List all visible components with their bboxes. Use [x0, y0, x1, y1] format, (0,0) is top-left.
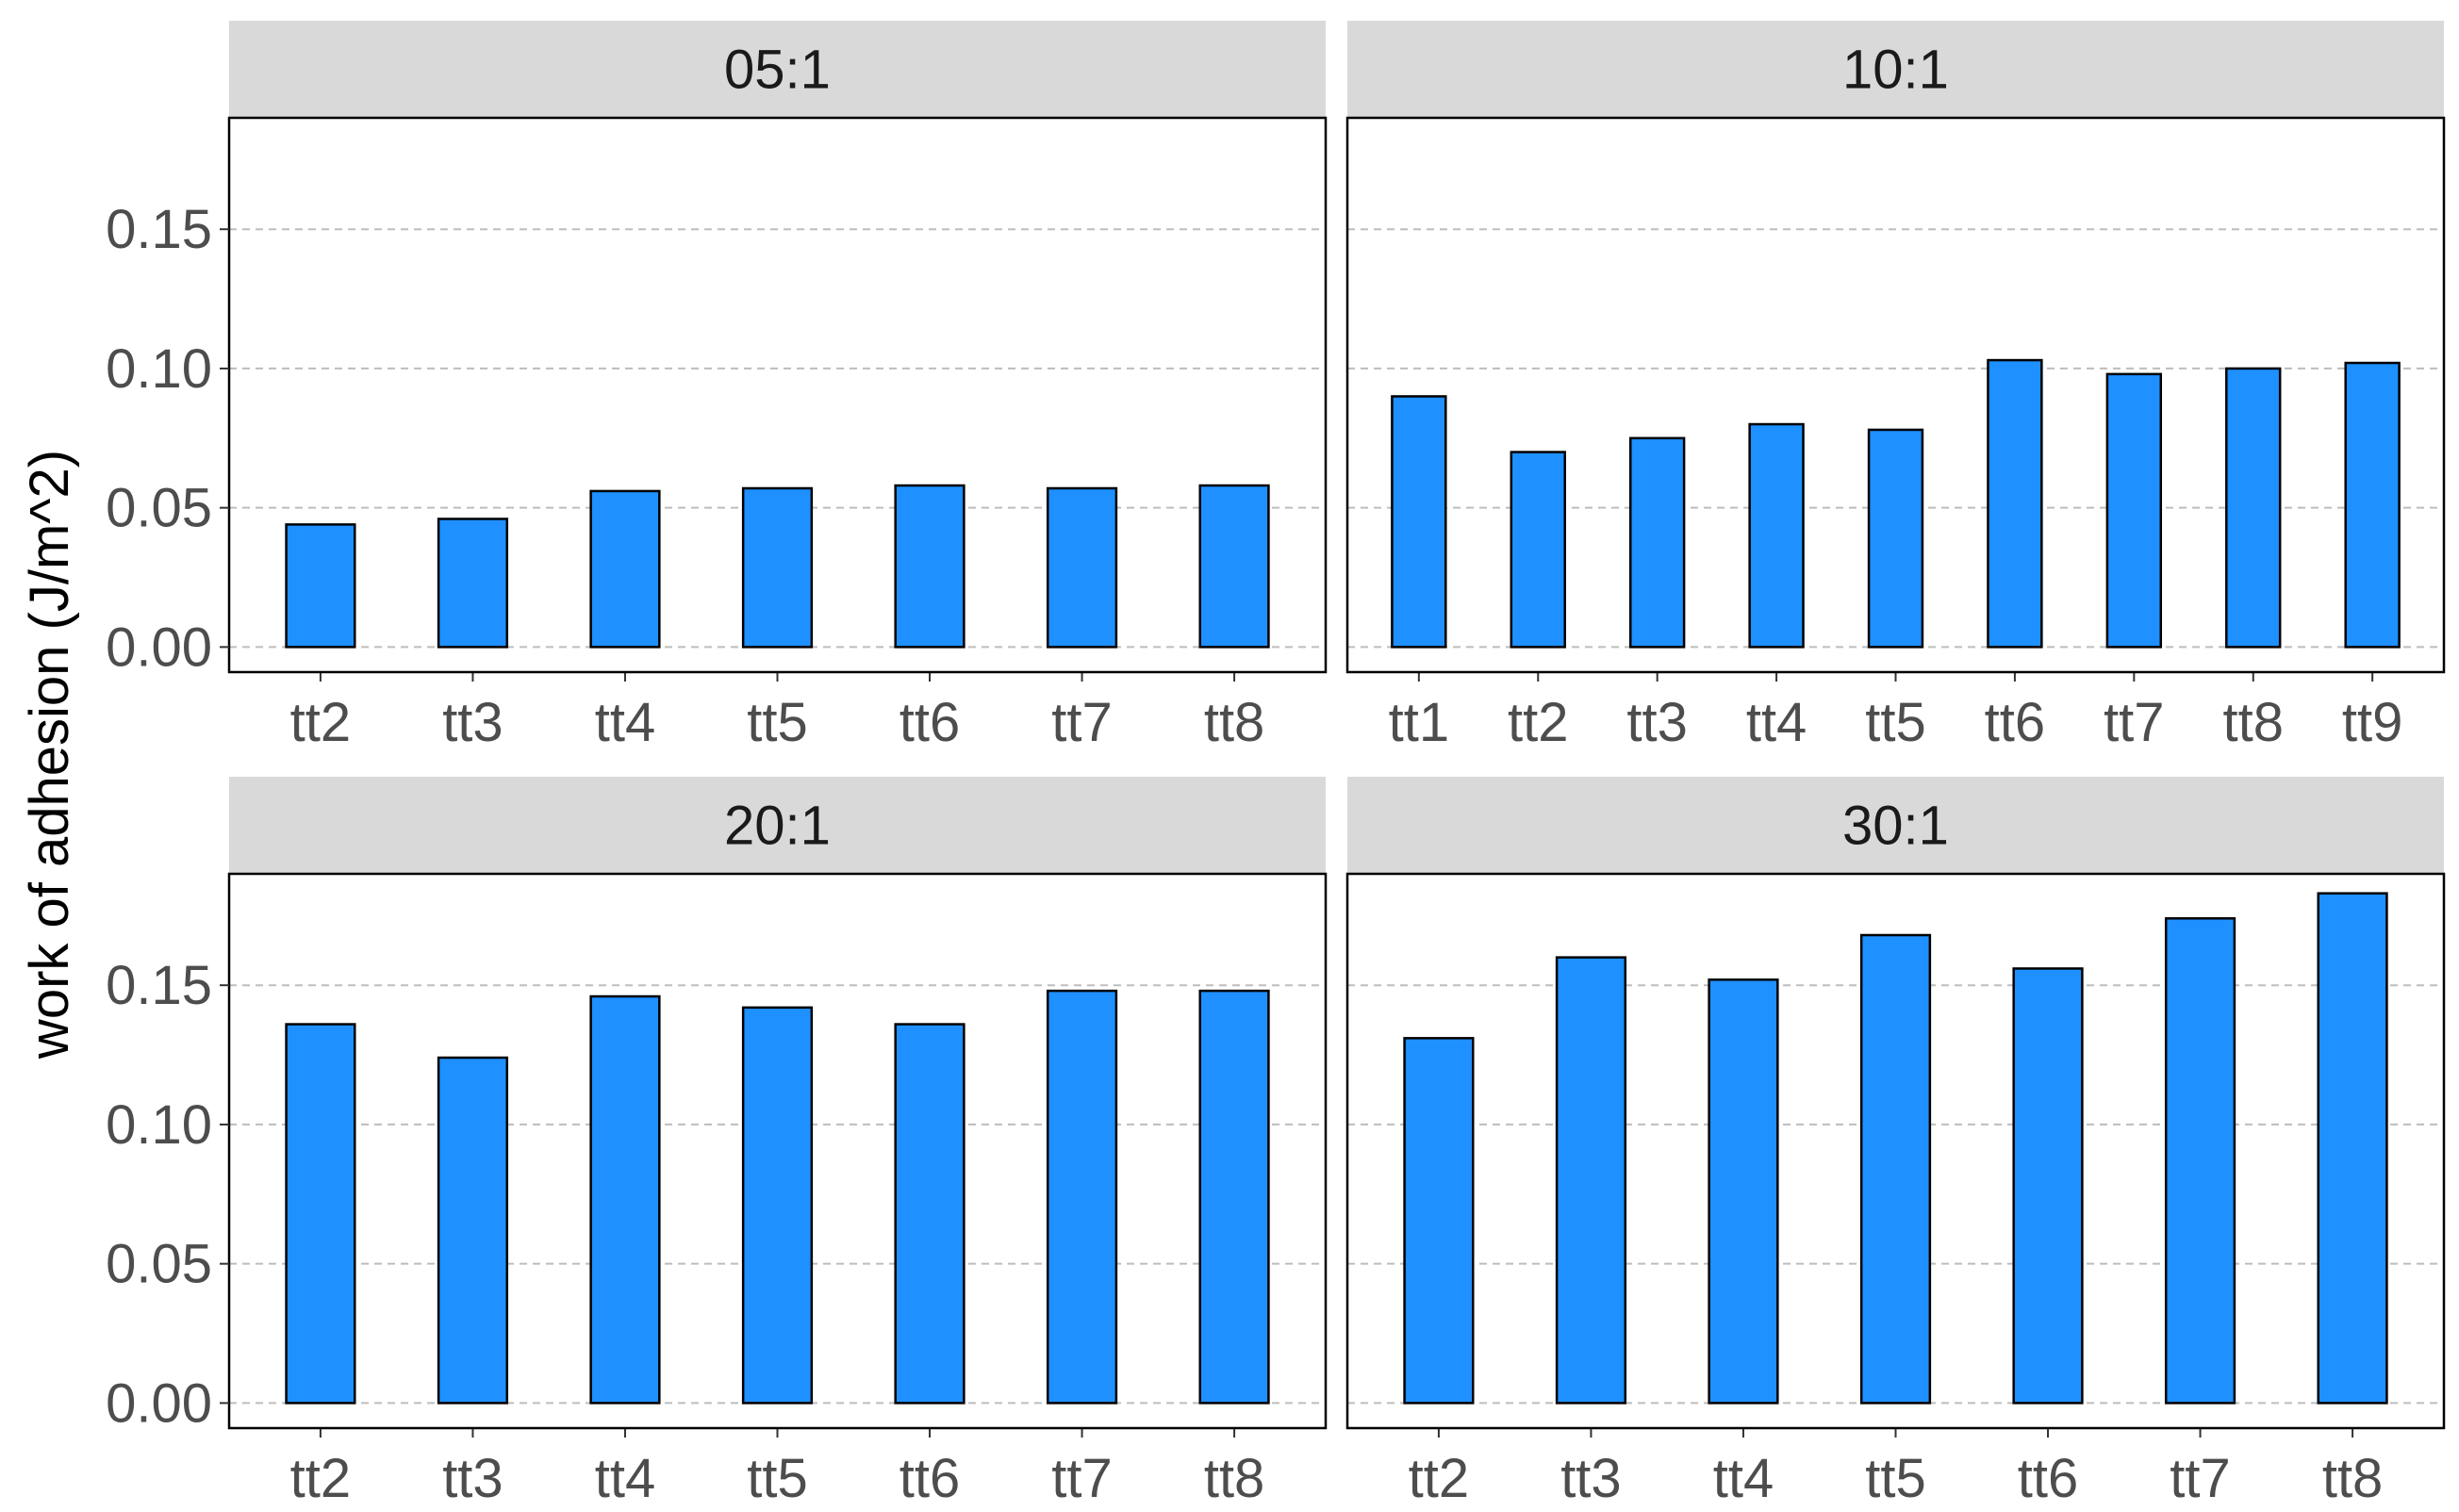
- bar: [1046, 486, 1118, 649]
- bar: [2317, 892, 2388, 1405]
- x-tick-label: tt2: [1409, 1448, 1470, 1509]
- x-tick-label: tt7: [1051, 1448, 1113, 1509]
- x-tick-label: tt8: [1204, 1448, 1265, 1509]
- x-tick-label: tt5: [747, 692, 808, 753]
- bar: [741, 486, 814, 649]
- x-tick-label: tt7: [2170, 1448, 2231, 1509]
- y-tick-label: 0.05: [106, 478, 212, 539]
- x-tick-label: tt3: [442, 692, 503, 753]
- bar: [1198, 484, 1270, 649]
- x-tick-label: tt4: [1746, 692, 1807, 753]
- panel-1: 05:1 tt2 tt3 tt4 tt5 tt6 tt7 tt8 0.00 0.05 0.10 0.1…: [106, 21, 1328, 753]
- x-tick-label: tt9: [2342, 692, 2403, 753]
- y-tick-label: 0.10: [106, 338, 212, 400]
- bar: [1708, 978, 1779, 1405]
- y-tick-label: 0.10: [106, 1094, 212, 1156]
- y-axis-title: work of adhesion (J/m^2): [19, 450, 80, 1060]
- y-tick-label: 0.00: [106, 1372, 212, 1434]
- x-tick-label: tt6: [2018, 1448, 2079, 1509]
- bar: [1867, 428, 1924, 649]
- bar: [437, 1056, 509, 1405]
- bar: [1391, 395, 1447, 649]
- y-tick-label: 0.15: [106, 199, 212, 260]
- panel-4: 30:1 tt2 tt3 tt4 tt5 tt6 tt7 tt8: [1345, 777, 2446, 1509]
- facet-strip-label: 20:1: [724, 796, 831, 857]
- x-tick-label: tt6: [899, 1448, 961, 1509]
- bar: [1628, 436, 1686, 649]
- bar: [285, 523, 356, 649]
- bar: [2344, 361, 2401, 649]
- x-tick-label: tt5: [1865, 692, 1926, 753]
- facet-strip-label: 30:1: [1842, 796, 1949, 857]
- x-tick-label: tt3: [1560, 1448, 1622, 1509]
- x-tick-label: tt5: [747, 1448, 808, 1509]
- bar: [2012, 967, 2084, 1405]
- bar: [1555, 956, 1627, 1405]
- bar: [2105, 372, 2163, 649]
- bar: [894, 484, 965, 649]
- x-tick-label: tt2: [290, 692, 352, 753]
- x-tick-label: tt3: [442, 1448, 503, 1509]
- bar: [894, 1023, 965, 1405]
- facet-strip: [229, 21, 1326, 118]
- y-tick-label: 0.00: [106, 616, 212, 678]
- x-tick-label: tt2: [290, 1448, 352, 1509]
- y-tick-label: 0.05: [106, 1234, 212, 1295]
- y-tick-label: 0.15: [106, 955, 212, 1016]
- panel-border: [1345, 872, 2446, 1430]
- x-tick-label: tt4: [595, 1448, 656, 1509]
- bar: [741, 1006, 814, 1405]
- bar: [1510, 451, 1566, 649]
- x-tick-label: tt8: [2222, 692, 2284, 753]
- x-tick-label: tt8: [2322, 1448, 2384, 1509]
- x-tick-label: tt2: [1508, 692, 1569, 753]
- bar: [1748, 422, 1805, 649]
- x-tick-label: tt3: [1626, 692, 1688, 753]
- bar: [589, 994, 661, 1405]
- facet-strip: [229, 777, 1326, 874]
- x-tick-label: tt1: [1389, 692, 1450, 753]
- bar: [437, 518, 509, 649]
- panel-border: [227, 872, 1328, 1430]
- bar: [285, 1023, 356, 1405]
- x-tick-label: tt5: [1865, 1448, 1926, 1509]
- x-tick-label: tt4: [1713, 1448, 1774, 1509]
- x-tick-label: tt4: [595, 692, 656, 753]
- panel-border: [1345, 116, 2446, 674]
- x-tick-label: tt7: [2104, 692, 2165, 753]
- x-tick-label: tt6: [899, 692, 961, 753]
- bar: [1859, 933, 1932, 1405]
- facet-strip-label: 10:1: [1842, 40, 1949, 101]
- bar: [589, 489, 661, 649]
- bar: [1198, 989, 1270, 1405]
- x-tick-label: tt8: [1204, 692, 1265, 753]
- panel-3: 20:1 tt2 tt3 tt4 tt5 tt6 tt7 tt8 0.00 0.05 0.10 0.1…: [106, 777, 1328, 1509]
- bar: [1987, 358, 2043, 649]
- bar: [2164, 917, 2236, 1405]
- facet-strip: [1347, 777, 2444, 874]
- x-tick-label: tt7: [1051, 692, 1113, 753]
- panel-2: 10:1 tt1 tt2 tt3 tt4 tt5 tt6 tt7 tt8 tt9: [1345, 21, 2446, 753]
- facet-strip-label: 05:1: [724, 40, 831, 101]
- bar: [2225, 367, 2282, 649]
- x-tick-label: tt6: [1985, 692, 2046, 753]
- bar: [1403, 1037, 1475, 1405]
- panel-border: [227, 116, 1328, 674]
- bar: [1046, 989, 1118, 1405]
- facet-strip: [1347, 21, 2444, 118]
